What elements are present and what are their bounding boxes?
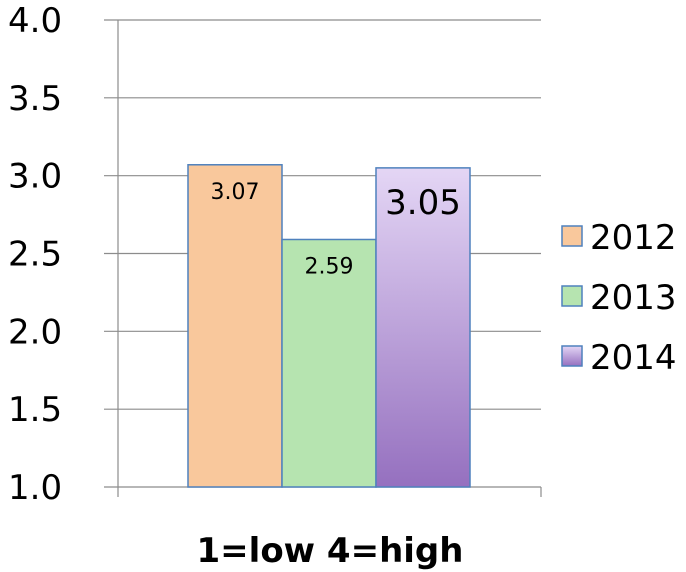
legend-swatch-2013 xyxy=(561,285,583,307)
bars xyxy=(187,164,471,488)
y-tick-label: 3.0 xyxy=(8,157,62,197)
legend: 2012 2013 2014 xyxy=(561,218,677,378)
bar-2014 xyxy=(375,167,471,488)
data-label-2013: 2.59 xyxy=(305,254,354,279)
legend-label-2014: 2014 xyxy=(590,338,677,378)
y-tick-label: 4.0 xyxy=(8,1,62,41)
data-labels: 3.07 2.59 3.05 xyxy=(211,180,461,280)
y-tick-label: 2.5 xyxy=(8,235,62,275)
y-tick-label: 1.0 xyxy=(8,468,62,508)
y-tick-label: 2.0 xyxy=(8,312,62,352)
legend-swatch-2014 xyxy=(561,345,583,367)
bar-2012 xyxy=(187,164,283,488)
y-tick-label: 3.5 xyxy=(8,79,62,119)
bar-2013 xyxy=(281,238,377,488)
legend-swatch-2012 xyxy=(561,225,583,247)
y-axis xyxy=(117,20,542,497)
data-label-2014: 3.05 xyxy=(385,183,461,223)
legend-label-2013: 2013 xyxy=(590,278,677,318)
legend-label-2012: 2012 xyxy=(590,218,677,258)
x-axis-label: 1=low 4=high xyxy=(197,531,464,571)
y-tick-label: 1.5 xyxy=(8,390,62,430)
data-label-2012: 3.07 xyxy=(211,180,260,205)
y-tick-labels: 4.0 3.5 3.0 2.5 2.0 1.5 1.0 xyxy=(8,1,62,508)
